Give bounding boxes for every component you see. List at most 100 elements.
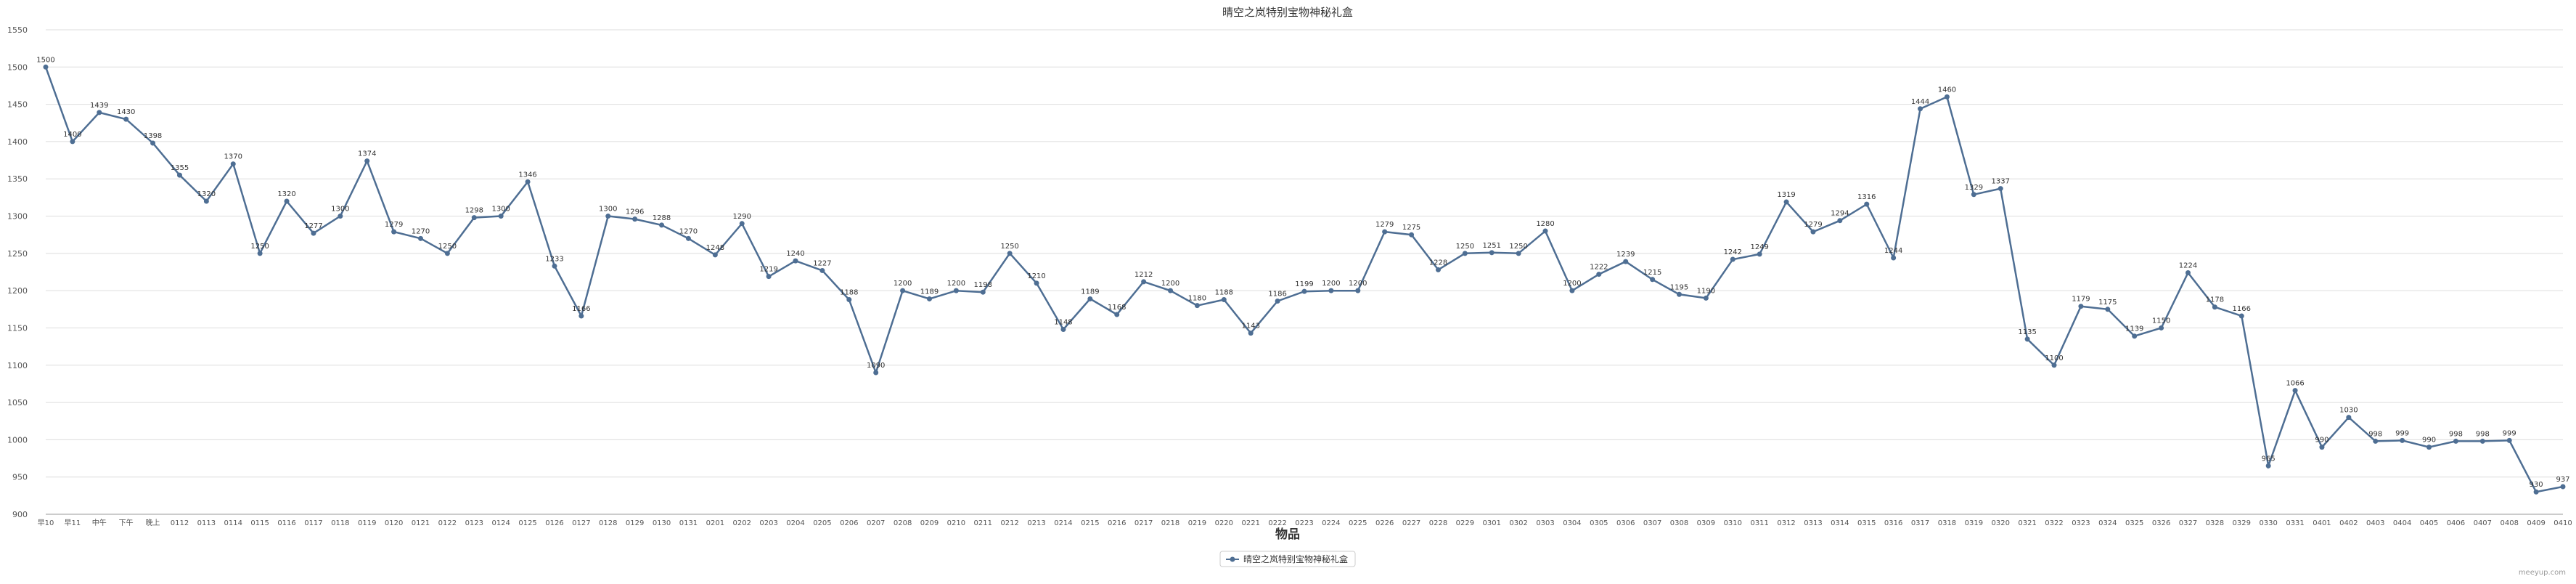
data-point[interactable] [1034, 280, 1039, 286]
data-point[interactable] [1650, 277, 1656, 283]
data-point[interactable] [1087, 296, 1093, 301]
data-point[interactable] [2105, 307, 2111, 312]
data-point[interactable] [1489, 250, 1495, 256]
data-point[interactable] [953, 288, 959, 293]
data-point[interactable] [1837, 218, 1843, 224]
data-point[interactable] [525, 179, 531, 184]
data-point[interactable] [203, 198, 209, 204]
data-point[interactable] [819, 267, 825, 273]
data-point[interactable] [230, 161, 236, 167]
data-label: 1300 [331, 206, 349, 214]
data-point[interactable] [659, 222, 665, 228]
data-point[interactable] [578, 313, 584, 319]
data-point[interactable] [444, 251, 450, 256]
data-point[interactable] [1355, 288, 1361, 293]
data-point[interactable] [980, 289, 986, 295]
data-point[interactable] [712, 252, 718, 258]
data-point[interactable] [739, 221, 745, 227]
data-point[interactable] [2319, 445, 2325, 450]
data-point[interactable] [1248, 330, 1254, 336]
data-point[interactable] [1060, 327, 1066, 333]
data-point[interactable] [1328, 288, 1334, 293]
data-point[interactable] [123, 116, 129, 122]
data-point[interactable] [1944, 94, 1950, 100]
data-point[interactable] [1864, 201, 1870, 207]
data-point[interactable] [284, 198, 290, 204]
data-point[interactable] [1998, 186, 2003, 192]
data-point[interactable] [43, 64, 49, 70]
data-point[interactable] [605, 214, 611, 219]
data-point[interactable] [2159, 325, 2164, 330]
data-point[interactable] [176, 172, 182, 178]
data-point[interactable] [2453, 438, 2458, 444]
data-point[interactable] [498, 214, 504, 219]
data-point[interactable] [1971, 192, 1976, 198]
data-point[interactable] [1757, 251, 1762, 257]
data-point[interactable] [632, 216, 638, 222]
data-point[interactable] [1141, 279, 1147, 285]
data-point[interactable] [471, 215, 477, 221]
data-point[interactable] [1007, 251, 1013, 256]
data-point[interactable] [1703, 295, 1709, 301]
data-point[interactable] [1891, 255, 1897, 261]
data-point[interactable] [2346, 415, 2352, 421]
data-point[interactable] [150, 140, 156, 146]
data-point[interactable] [1596, 272, 1602, 277]
data-point[interactable] [2024, 336, 2030, 342]
data-point[interactable] [1810, 229, 1816, 235]
data-point[interactable] [2185, 270, 2191, 276]
data-label: 1215 [1643, 269, 1661, 277]
data-point[interactable] [766, 274, 772, 280]
data-point[interactable] [1918, 106, 1923, 112]
data-point[interactable] [2292, 388, 2298, 394]
data-point[interactable] [2051, 362, 2057, 368]
data-point[interactable] [1783, 199, 1789, 205]
data-point[interactable] [418, 235, 424, 241]
x-tick-label: 0408 [2500, 519, 2518, 527]
data-point[interactable] [1194, 303, 1200, 309]
data-point[interactable] [2426, 445, 2432, 450]
data-point[interactable] [1435, 267, 1441, 272]
data-point[interactable] [873, 370, 879, 376]
data-point[interactable] [97, 110, 102, 115]
data-point[interactable] [846, 296, 852, 302]
data-point[interactable] [1730, 256, 1735, 262]
data-point[interactable] [1677, 291, 1682, 297]
data-point[interactable] [1569, 288, 1575, 293]
data-point[interactable] [2533, 489, 2539, 495]
data-point[interactable] [1114, 312, 1120, 317]
data-point[interactable] [1462, 251, 1468, 256]
data-point[interactable] [2132, 333, 2138, 339]
legend[interactable]: 晴空之岚特别宝物神秘礼盒 [1219, 551, 1356, 567]
data-point[interactable] [1168, 288, 1174, 293]
data-point[interactable] [2212, 304, 2217, 310]
data-point[interactable] [1542, 228, 1548, 234]
y-tick-label: 1450 [7, 100, 28, 110]
data-point[interactable] [391, 229, 397, 235]
data-point[interactable] [2373, 438, 2379, 444]
data-point[interactable] [1221, 296, 1227, 302]
data-point[interactable] [2265, 463, 2271, 469]
data-point[interactable] [364, 158, 370, 164]
data-point[interactable] [793, 258, 798, 264]
data-point[interactable] [2479, 438, 2485, 444]
data-point[interactable] [2238, 313, 2244, 319]
data-point[interactable] [1623, 259, 1629, 264]
data-point[interactable] [2506, 437, 2512, 443]
data-point[interactable] [1409, 232, 1415, 238]
data-point[interactable] [926, 296, 932, 301]
data-point[interactable] [70, 139, 75, 145]
data-point[interactable] [1275, 299, 1280, 304]
data-point[interactable] [1516, 251, 1521, 256]
data-point[interactable] [2078, 304, 2084, 309]
data-point[interactable] [1382, 229, 1388, 235]
data-point[interactable] [552, 263, 557, 269]
data-point[interactable] [257, 251, 263, 256]
data-point[interactable] [1301, 288, 1307, 294]
data-point[interactable] [338, 214, 343, 219]
data-point[interactable] [2560, 484, 2566, 490]
data-point[interactable] [311, 230, 316, 236]
data-point[interactable] [2400, 437, 2405, 443]
data-point[interactable] [900, 288, 906, 293]
data-point[interactable] [685, 235, 691, 241]
